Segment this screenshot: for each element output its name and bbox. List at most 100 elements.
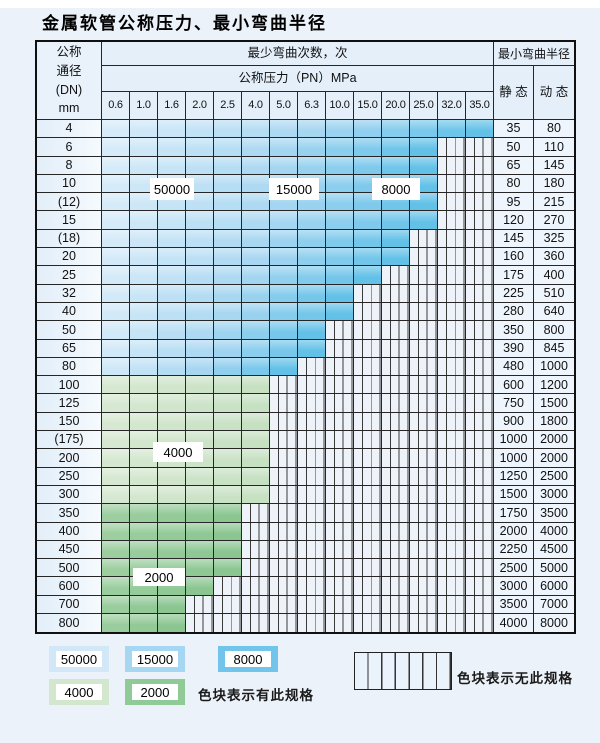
cell-avail-125-0.6 bbox=[102, 394, 130, 413]
cell-nospec-100-6.3 bbox=[298, 376, 326, 395]
legend-swatch-label: 8000 bbox=[225, 651, 271, 667]
cell-avail-32-2.5 bbox=[214, 284, 242, 303]
pressure-tick-2.5: 2.5 bbox=[214, 92, 242, 120]
cell-avail-125-1.0 bbox=[130, 394, 158, 413]
cell-avail-300-1.0 bbox=[130, 485, 158, 505]
cell-nospec-6-35.0 bbox=[466, 138, 494, 157]
cell-nospec-80-32.0 bbox=[438, 357, 466, 377]
cell-dynamic-(175): 2000 bbox=[534, 431, 574, 450]
pressure-tick-6.3: 6.3 bbox=[298, 92, 326, 120]
cell-nospec-(18)-35.0 bbox=[466, 229, 494, 249]
cell-avail-32-5.0 bbox=[270, 284, 298, 303]
pressure-tick-15.0: 15.0 bbox=[354, 92, 382, 120]
cell-nospec-25-32.0 bbox=[438, 266, 466, 285]
legend-swatch-8000: 8000 bbox=[218, 646, 278, 672]
legend-swatch-label: 2000 bbox=[132, 684, 178, 700]
cell-nospec-450-15.0 bbox=[354, 540, 382, 560]
dynamic-header: 动 态 bbox=[534, 66, 574, 120]
cell-nospec-250-25.0 bbox=[410, 467, 438, 486]
cell-static-200: 1000 bbox=[494, 449, 534, 468]
cell-avail-8-5.0 bbox=[270, 156, 298, 175]
cell-nospec-800-32.0 bbox=[438, 614, 466, 633]
row-dn-label: 10 bbox=[37, 174, 102, 194]
cell-nospec-450-35.0 bbox=[466, 540, 494, 560]
cell-avail-65-0.6 bbox=[102, 339, 130, 358]
row-dn-label: (12) bbox=[37, 193, 102, 212]
zone-label-4000: 4000 bbox=[153, 442, 203, 462]
legend-swatch-label: 15000 bbox=[132, 651, 178, 667]
cell-avail-6-2.0 bbox=[186, 138, 214, 157]
cell-dynamic-(18): 325 bbox=[534, 229, 574, 249]
cell-avail-8-4.0 bbox=[242, 156, 270, 175]
cell-dynamic-15: 270 bbox=[534, 211, 574, 230]
cell-avail-150-4.0 bbox=[242, 412, 270, 432]
row-dn-label: 600 bbox=[37, 577, 102, 596]
cell-nospec-200-20.0 bbox=[382, 449, 410, 468]
cell-nospec-800-4.0 bbox=[242, 614, 270, 633]
pressure-tick-0.6: 0.6 bbox=[102, 92, 130, 120]
cell-nospec-65-20.0 bbox=[382, 339, 410, 358]
cell-dynamic-4: 80 bbox=[534, 120, 574, 139]
cell-avail-65-6.3 bbox=[298, 339, 326, 358]
cell-nospec-800-35.0 bbox=[466, 614, 494, 633]
cell-avail-4-6.3 bbox=[298, 120, 326, 139]
cell-avail-65-5.0 bbox=[270, 339, 298, 358]
cell-avail-10-10.0 bbox=[326, 174, 354, 194]
cell-nospec-500-5.0 bbox=[270, 559, 298, 578]
cell-avail-6-10.0 bbox=[326, 138, 354, 157]
cell-avail-100-2.0 bbox=[186, 376, 214, 395]
cell-nospec-300-35.0 bbox=[466, 485, 494, 505]
cell-nospec-600-35.0 bbox=[466, 577, 494, 596]
cell-avail-250-0.6 bbox=[102, 467, 130, 486]
cell-nospec-80-6.3 bbox=[298, 357, 326, 377]
pressure-header: 公称压力（PN）MPa bbox=[102, 66, 494, 92]
cell-nospec-32-32.0 bbox=[438, 284, 466, 303]
cell-nospec-800-5.0 bbox=[270, 614, 298, 633]
cell-avail-100-0.6 bbox=[102, 376, 130, 395]
cell-avail-4-20.0 bbox=[382, 120, 410, 139]
cell-nospec-150-6.3 bbox=[298, 412, 326, 432]
cell-avail-450-0.6 bbox=[102, 540, 130, 560]
cell-nospec-125-15.0 bbox=[354, 394, 382, 413]
cell-avail-(18)-10.0 bbox=[326, 229, 354, 249]
cell-avail-150-2.5 bbox=[214, 412, 242, 432]
cell-nospec-400-20.0 bbox=[382, 522, 410, 541]
page-title: 金属软管公称压力、最小弯曲半径 bbox=[42, 14, 327, 33]
cell-nospec-350-6.3 bbox=[298, 504, 326, 523]
cell-nospec-65-15.0 bbox=[354, 339, 382, 358]
cell-avail-10-4.0 bbox=[242, 174, 270, 194]
cell-nospec-400-32.0 bbox=[438, 522, 466, 541]
cell-static-500: 2500 bbox=[494, 559, 534, 578]
cell-static-(18): 145 bbox=[494, 229, 534, 249]
cell-static-50: 350 bbox=[494, 321, 534, 340]
cell-avail-150-1.0 bbox=[130, 412, 158, 432]
cell-nospec-100-35.0 bbox=[466, 376, 494, 395]
cell-static-15: 120 bbox=[494, 211, 534, 230]
cell-avail-450-1.0 bbox=[130, 540, 158, 560]
cell-nospec-400-25.0 bbox=[410, 522, 438, 541]
corner-line: 通径 bbox=[56, 63, 82, 78]
cell-avail-4-35.0 bbox=[466, 120, 494, 139]
cell-avail-350-0.6 bbox=[102, 504, 130, 523]
cell-avail-600-2.0 bbox=[186, 577, 214, 596]
zone-label-8000: 8000 bbox=[372, 178, 420, 200]
cell-static-300: 1500 bbox=[494, 485, 534, 505]
cell-avail-65-2.0 bbox=[186, 339, 214, 358]
cell-nospec-25-25.0 bbox=[410, 266, 438, 285]
cell-avail-800-0.6 bbox=[102, 614, 130, 633]
cell-nospec-(175)-15.0 bbox=[354, 431, 382, 450]
cell-avail-25-6.3 bbox=[298, 266, 326, 285]
cell-nospec-100-15.0 bbox=[354, 376, 382, 395]
cell-nospec-150-35.0 bbox=[466, 412, 494, 432]
legend-swatch-50000: 50000 bbox=[49, 646, 109, 672]
cell-avail-65-1.6 bbox=[158, 339, 186, 358]
cell-nospec-40-20.0 bbox=[382, 302, 410, 322]
cell-nospec-100-10.0 bbox=[326, 376, 354, 395]
row-dn-label: 65 bbox=[37, 339, 102, 358]
cell-avail-(18)-4.0 bbox=[242, 229, 270, 249]
cell-nospec-(12)-32.0 bbox=[438, 193, 466, 212]
row-dn-label: 400 bbox=[37, 522, 102, 541]
cell-avail-(18)-15.0 bbox=[354, 229, 382, 249]
cell-avail-800-1.6 bbox=[158, 614, 186, 633]
cell-nospec-125-20.0 bbox=[382, 394, 410, 413]
